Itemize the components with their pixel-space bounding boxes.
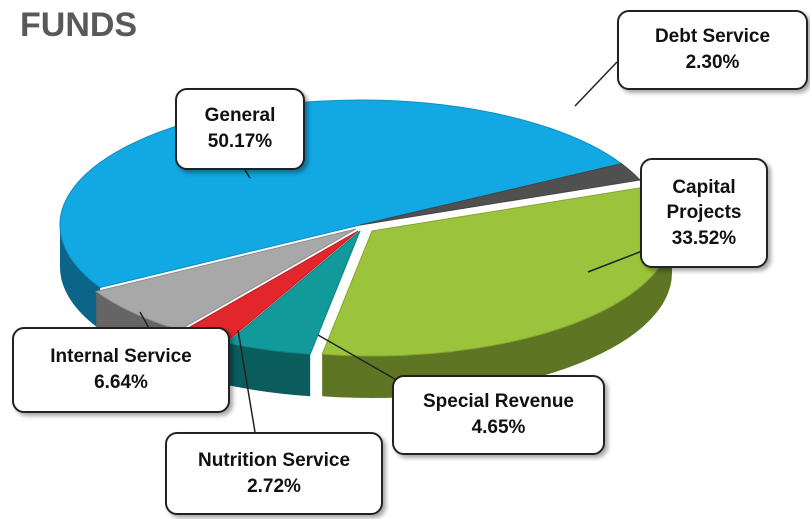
category-label: Capital Projects xyxy=(666,176,742,224)
data-callout: General 50.17% xyxy=(175,88,305,170)
data-label: 2.72% xyxy=(247,475,301,497)
data-callout: Debt Service 2.30% xyxy=(617,10,808,90)
pie-slice-side xyxy=(60,225,101,330)
category-label: General xyxy=(204,105,276,127)
data-label: 50.17% xyxy=(207,131,273,152)
data-label: 4.65% xyxy=(471,417,526,438)
pie-slice-side xyxy=(322,231,672,398)
leader-line xyxy=(317,334,401,383)
data-label: 6.64% xyxy=(94,372,148,393)
data-callout: Capital Projects 33.52% xyxy=(640,158,768,268)
category-label: Debt Service xyxy=(654,26,771,48)
leader-line xyxy=(587,247,651,273)
category-label: Nutrition Service xyxy=(197,449,351,471)
pie-slice xyxy=(359,163,641,226)
leader-line xyxy=(574,61,618,107)
category-label: Special Revenue xyxy=(422,391,575,413)
data-label: 2.30% xyxy=(685,52,740,73)
pie-slice-side xyxy=(227,343,311,397)
data-callout: Nutrition Service 2.72% xyxy=(165,432,383,515)
data-callout: Internal Service 6.64% xyxy=(12,327,230,413)
category-label: Internal Service xyxy=(50,346,192,368)
leader-line xyxy=(244,169,251,179)
data-label: 33.52% xyxy=(671,227,737,249)
data-callout: Special Revenue 4.65% xyxy=(392,375,605,455)
chart-title: FUNDS xyxy=(20,6,138,44)
leader-line xyxy=(237,329,256,433)
